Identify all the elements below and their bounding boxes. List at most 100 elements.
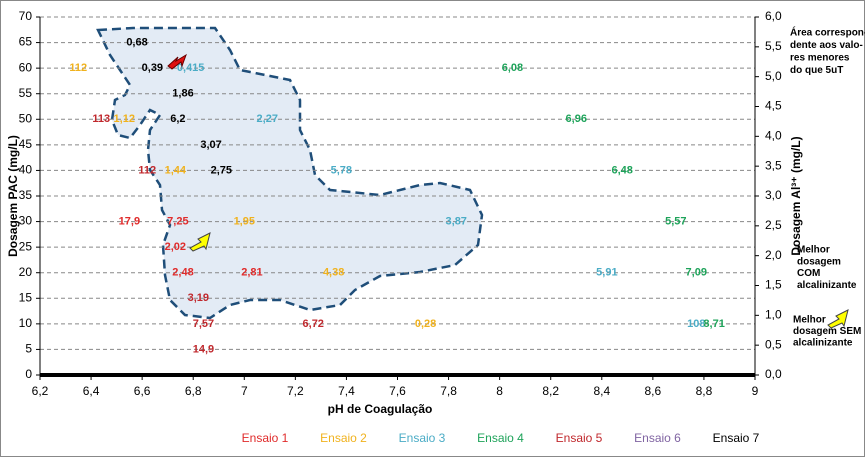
y2-axis-title: Dosagem Al³⁺ (mg/L) [789,136,803,255]
y-tick-label: 20 [19,265,33,279]
point-label: 1,86 [172,88,193,100]
x-tick-label: 8 [496,384,503,398]
point-label: 112 [69,62,87,74]
y-tick-label: 25 [19,239,33,253]
legend-entry: Ensaio 6 [634,431,681,445]
annotation: alcalinizante [793,338,853,349]
x-tick-label: 7 [241,384,248,398]
y2-tick-label: 3,5 [765,158,782,172]
y2-tick-label: 1,5 [765,278,782,292]
x-tick-label: 8,6 [645,384,662,398]
point-label: 8,71 [703,318,724,330]
point-label: 3,87 [446,215,467,227]
x-tick-label: 8,8 [696,384,713,398]
x-tick-label: 7,4 [338,384,355,398]
point-label: 2,02 [165,241,186,253]
x-axis-title: pH de Coagulação [328,402,433,416]
point-label: 6,2 [170,113,185,125]
y-tick-label: 0 [25,367,32,381]
x-tick-label: 7,8 [440,384,457,398]
point-label: 113 [92,113,110,125]
y2-tick-label: 0,5 [765,337,782,351]
y2-tick-label: 0,0 [765,367,782,381]
annotation: Área correspon- [790,26,865,39]
y-tick-label: 15 [19,290,33,304]
y2-tick-label: 5,5 [765,39,782,53]
annotation: res menores [790,53,850,64]
y-tick-label: 40 [19,163,33,177]
point-label: 3,19 [188,292,209,304]
plot: 0 5 10 15 20 25 30 35 40 45 50 55 60 65 70 0,0 0,5 1,0 1,5… [19,9,782,445]
y2-tick-label: 4,0 [765,129,782,143]
annotation: dosagem SEM [793,326,861,337]
yellow-arrow [189,232,211,252]
point-label: 6,48 [612,164,633,176]
y-tick-label: 30 [19,214,33,228]
legend-entry: Ensaio 4 [477,431,524,445]
y-tick-label: 70 [19,9,33,23]
y2-tick-label: 2,5 [765,218,782,232]
point-label: 4,38 [323,267,344,279]
annotation: alcalinizante [797,280,857,291]
point-label: 3,07 [200,139,221,151]
point-label: 1,44 [165,164,187,176]
point-label: 17,9 [119,215,140,227]
y-tick-label: 45 [19,137,33,151]
point-label: 0,39 [142,62,163,74]
y2-tick-label: 1,0 [765,308,782,322]
y2-tick-label: 6,0 [765,9,782,23]
point-label: 2,75 [211,164,232,176]
annotation: dosagem [797,256,841,267]
red-arrow [167,53,187,70]
x-tick-label: 6,2 [32,384,49,398]
legend-entry: Ensaio 2 [320,431,367,445]
y-tick-label: 65 [19,35,33,49]
point-label: 1,95 [234,215,255,227]
yellow-arrow-key [827,309,849,329]
point-label: 2,81 [241,267,262,279]
y2-tick-label: 2,0 [765,248,782,262]
x-tick-label: 6,8 [185,384,202,398]
legend-entry: Ensaio 5 [556,431,603,445]
point-label: 6,08 [502,62,523,74]
point-label: 2,27 [257,113,278,125]
point-label: 112 [138,164,156,176]
point-label: 14,9 [193,343,214,355]
x-tick-label: 9 [752,384,759,398]
point-label: 108 [687,318,705,330]
point-label: 7,25 [167,215,188,227]
point-label: 0,28 [415,318,436,330]
y-tick-label: 10 [19,316,33,330]
x-tick-label: 8,4 [593,384,610,398]
annotation: Melhor [797,245,830,256]
y2-tick-label: 5,0 [765,69,782,83]
point-label: 7,57 [193,318,214,330]
x-tick-label: 7,2 [287,384,304,398]
y-tick-label: 55 [19,86,33,100]
point-label: 6,72 [303,318,324,330]
x-tick-label: 6,4 [83,384,100,398]
y2-tick-label: 3,0 [765,188,782,202]
point-label: 6,96 [566,113,587,125]
legend-entry: Ensaio 7 [713,431,760,445]
x-tick-label: 6,6 [134,384,151,398]
point-label: 1,12 [114,113,135,125]
y-tick-label: 35 [19,188,33,202]
y2-tick-label: 4,5 [765,99,782,113]
annotation: Melhor [793,315,826,326]
y-tick-label: 5 [25,342,32,356]
point-label: 7,09 [686,267,707,279]
x-tick-label: 8,2 [542,384,559,398]
annotation: dente aos valo- [790,40,863,51]
y-tick-label: 50 [19,111,33,125]
y-axis-title: Dosagem PAC (mg/L) [6,135,20,257]
point-label: 5,78 [331,164,352,176]
point-label: 0,415 [177,62,205,74]
x-tick-label: 7,6 [389,384,406,398]
legend-entry: Ensaio 3 [399,431,446,445]
point-label: 0,68 [126,36,147,48]
legend-entry: Ensaio 1 [242,431,289,445]
annotation: COM [797,268,820,279]
point-label: 5,57 [665,215,686,227]
point-label: 2,48 [172,267,193,279]
